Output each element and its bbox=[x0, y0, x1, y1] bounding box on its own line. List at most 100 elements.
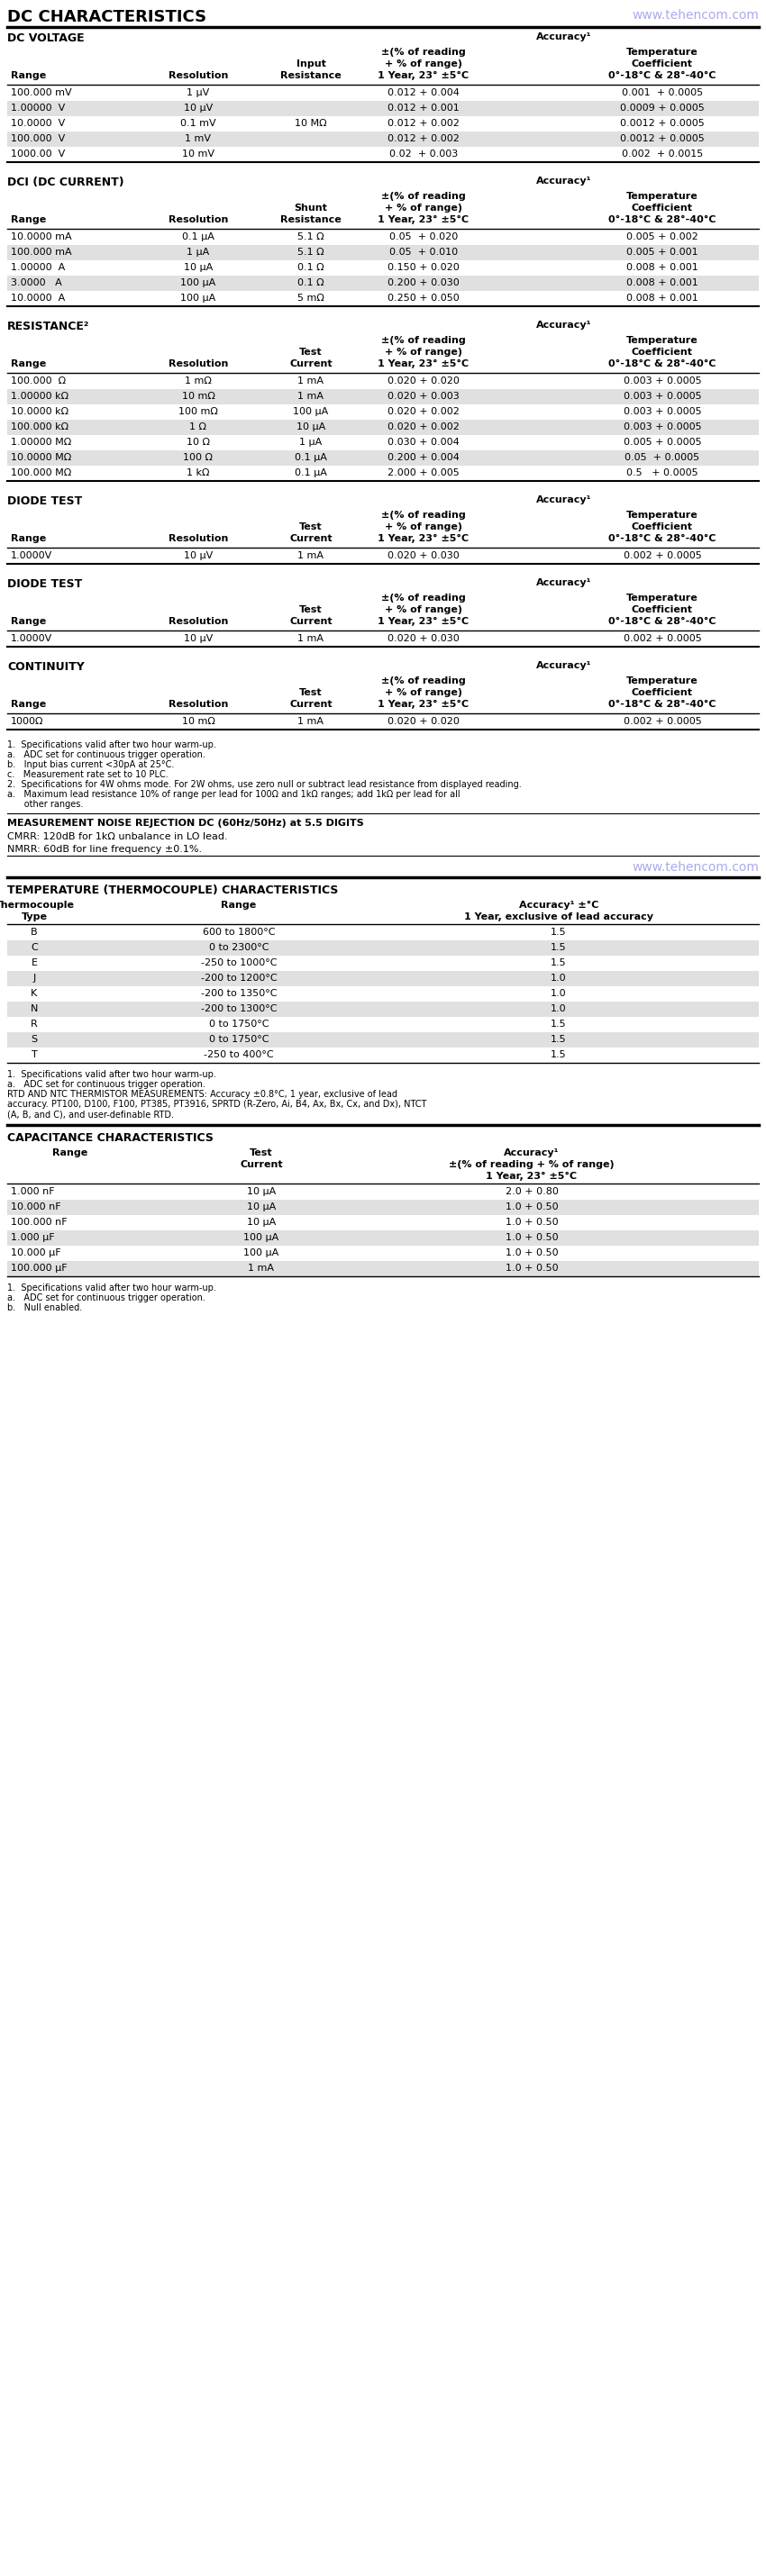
Text: 1.  Specifications valid after two hour warm-up.: 1. Specifications valid after two hour w… bbox=[7, 739, 216, 750]
Text: 1.0: 1.0 bbox=[551, 1005, 567, 1012]
Text: 0.1 μA: 0.1 μA bbox=[295, 453, 327, 461]
Text: 1.00000  A: 1.00000 A bbox=[11, 263, 65, 273]
Bar bbox=[7, 420, 759, 435]
Text: 10 MΩ: 10 MΩ bbox=[295, 118, 327, 129]
Text: 0.008 + 0.001: 0.008 + 0.001 bbox=[627, 294, 699, 301]
Text: Accuracy¹: Accuracy¹ bbox=[504, 1149, 559, 1157]
Text: b.   Null enabled.: b. Null enabled. bbox=[7, 1303, 82, 1311]
Text: Range: Range bbox=[221, 902, 257, 909]
Text: a.   Maximum lead resistance 10% of range per lead for 100Ω and 1kΩ ranges; add : a. Maximum lead resistance 10% of range … bbox=[7, 791, 460, 799]
Text: CONTINUITY: CONTINUITY bbox=[7, 662, 84, 672]
Text: DIODE TEST: DIODE TEST bbox=[7, 577, 82, 590]
Text: 0.020 + 0.030: 0.020 + 0.030 bbox=[388, 634, 460, 644]
Text: Type: Type bbox=[21, 912, 47, 922]
Text: 10 mΩ: 10 mΩ bbox=[182, 716, 215, 726]
Text: 1 μA: 1 μA bbox=[187, 247, 210, 258]
Text: Coefficient: Coefficient bbox=[632, 605, 693, 613]
Text: 10.000 nF: 10.000 nF bbox=[11, 1203, 61, 1211]
Text: 0.020 + 0.020: 0.020 + 0.020 bbox=[388, 716, 460, 726]
Text: 0.1 μA: 0.1 μA bbox=[295, 469, 327, 477]
Text: + % of range): + % of range) bbox=[385, 605, 463, 613]
Text: MEASUREMENT NOISE REJECTION DC (60Hz/50Hz) at 5.5 DIGITS: MEASUREMENT NOISE REJECTION DC (60Hz/50H… bbox=[7, 819, 364, 827]
Text: 10 mΩ: 10 mΩ bbox=[182, 392, 215, 402]
Text: 0.0012 + 0.0005: 0.0012 + 0.0005 bbox=[620, 134, 705, 144]
Text: 1 μA: 1 μA bbox=[300, 438, 322, 446]
Text: CAPACITANCE CHARACTERISTICS: CAPACITANCE CHARACTERISTICS bbox=[7, 1133, 214, 1144]
Text: 1.5: 1.5 bbox=[551, 958, 567, 969]
Text: 0°-18°C & 28°-40°C: 0°-18°C & 28°-40°C bbox=[608, 361, 716, 368]
Text: 100 μA: 100 μA bbox=[244, 1234, 279, 1242]
Text: Input: Input bbox=[296, 59, 326, 70]
Text: 100 μA: 100 μA bbox=[181, 294, 216, 301]
Text: Accuracy¹: Accuracy¹ bbox=[536, 577, 592, 587]
Text: Test: Test bbox=[250, 1149, 273, 1157]
Text: DCI (DC CURRENT): DCI (DC CURRENT) bbox=[7, 178, 124, 188]
Text: 0°-18°C & 28°-40°C: 0°-18°C & 28°-40°C bbox=[608, 216, 716, 224]
Text: 0.002 + 0.0005: 0.002 + 0.0005 bbox=[624, 551, 702, 559]
Text: RTD AND NTC THERMISTOR MEASUREMENTS: Accuracy ±0.8°C, 1 year, exclusive of lead: RTD AND NTC THERMISTOR MEASUREMENTS: Acc… bbox=[7, 1090, 398, 1100]
Text: ±(% of reading: ±(% of reading bbox=[381, 510, 466, 520]
Text: www.tehencom.com: www.tehencom.com bbox=[632, 8, 759, 21]
Text: Range: Range bbox=[11, 701, 46, 708]
Text: 100 μA: 100 μA bbox=[244, 1249, 279, 1257]
Text: 1.0 + 0.50: 1.0 + 0.50 bbox=[506, 1203, 558, 1211]
Text: 1 mA: 1 mA bbox=[298, 551, 324, 559]
Text: (A, B, and C), and user-definable RTD.: (A, B, and C), and user-definable RTD. bbox=[7, 1110, 174, 1118]
Text: 1 mA: 1 mA bbox=[298, 376, 324, 386]
Bar bbox=[7, 971, 759, 987]
Text: 100 Ω: 100 Ω bbox=[183, 453, 213, 461]
Text: 1000.00  V: 1000.00 V bbox=[11, 149, 65, 160]
Text: 5 mΩ: 5 mΩ bbox=[297, 294, 324, 301]
Text: 0.003 + 0.0005: 0.003 + 0.0005 bbox=[624, 392, 702, 402]
Text: ±(% of reading: ±(% of reading bbox=[381, 677, 466, 685]
Text: 10 Ω: 10 Ω bbox=[187, 438, 210, 446]
Text: Temperature: Temperature bbox=[627, 335, 699, 345]
Text: Accuracy¹: Accuracy¹ bbox=[536, 495, 592, 505]
Text: 0.008 + 0.001: 0.008 + 0.001 bbox=[627, 263, 699, 273]
Bar bbox=[7, 276, 759, 291]
Text: 0.002  + 0.0015: 0.002 + 0.0015 bbox=[622, 149, 703, 160]
Text: 0.012 + 0.002: 0.012 + 0.002 bbox=[388, 134, 460, 144]
Text: 0 to 1750°C: 0 to 1750°C bbox=[209, 1020, 269, 1028]
Text: 10.0000  V: 10.0000 V bbox=[11, 118, 65, 129]
Text: 1.5: 1.5 bbox=[551, 927, 567, 938]
Text: Accuracy¹: Accuracy¹ bbox=[536, 178, 592, 185]
Text: NMRR: 60dB for line frequency ±0.1%.: NMRR: 60dB for line frequency ±0.1%. bbox=[7, 845, 202, 853]
Text: 0.008 + 0.001: 0.008 + 0.001 bbox=[627, 278, 699, 289]
Text: 1.0 + 0.50: 1.0 + 0.50 bbox=[506, 1265, 558, 1273]
Text: 0.02  + 0.003: 0.02 + 0.003 bbox=[389, 149, 458, 160]
Text: 0.05  + 0.020: 0.05 + 0.020 bbox=[389, 232, 458, 242]
Text: Resistance: Resistance bbox=[280, 72, 342, 80]
Text: 1.00000 kΩ: 1.00000 kΩ bbox=[11, 392, 69, 402]
Text: -250 to 400°C: -250 to 400°C bbox=[204, 1051, 273, 1059]
Text: 2.000 + 0.005: 2.000 + 0.005 bbox=[388, 469, 460, 477]
Text: E: E bbox=[31, 958, 38, 969]
Text: 0.020 + 0.030: 0.020 + 0.030 bbox=[388, 551, 460, 559]
Text: 2.  Specifications for 4W ohms mode. For 2W ohms, use zero null or subtract lead: 2. Specifications for 4W ohms mode. For … bbox=[7, 781, 522, 788]
Text: 1 Year, 23° ±5°C: 1 Year, 23° ±5°C bbox=[378, 533, 469, 544]
Text: Current: Current bbox=[290, 701, 332, 708]
Text: Temperature: Temperature bbox=[627, 510, 699, 520]
Text: 0 to 1750°C: 0 to 1750°C bbox=[209, 1036, 269, 1043]
Text: 0.002 + 0.0005: 0.002 + 0.0005 bbox=[624, 716, 702, 726]
Text: 1.0: 1.0 bbox=[551, 974, 567, 981]
Bar bbox=[7, 451, 759, 466]
Text: 100.000 MΩ: 100.000 MΩ bbox=[11, 469, 71, 477]
Text: Range: Range bbox=[11, 216, 46, 224]
Text: Temperature: Temperature bbox=[627, 191, 699, 201]
Text: 0.1 Ω: 0.1 Ω bbox=[297, 263, 324, 273]
Text: 0.05  + 0.0005: 0.05 + 0.0005 bbox=[625, 453, 700, 461]
Text: DIODE TEST: DIODE TEST bbox=[7, 495, 82, 507]
Text: + % of range): + % of range) bbox=[385, 688, 463, 698]
Text: 5.1 Ω: 5.1 Ω bbox=[297, 232, 324, 242]
Text: 1.00000 MΩ: 1.00000 MΩ bbox=[11, 438, 71, 446]
Text: 100.000 mA: 100.000 mA bbox=[11, 247, 72, 258]
Text: Thermocouple: Thermocouple bbox=[0, 902, 74, 909]
Text: Current: Current bbox=[290, 618, 332, 626]
Text: 0.003 + 0.0005: 0.003 + 0.0005 bbox=[624, 407, 702, 417]
Text: 1 mA: 1 mA bbox=[298, 634, 324, 644]
Text: 0.030 + 0.004: 0.030 + 0.004 bbox=[388, 438, 460, 446]
Text: Range: Range bbox=[53, 1149, 88, 1157]
Text: Range: Range bbox=[11, 72, 46, 80]
Text: Resistance: Resistance bbox=[280, 216, 342, 224]
